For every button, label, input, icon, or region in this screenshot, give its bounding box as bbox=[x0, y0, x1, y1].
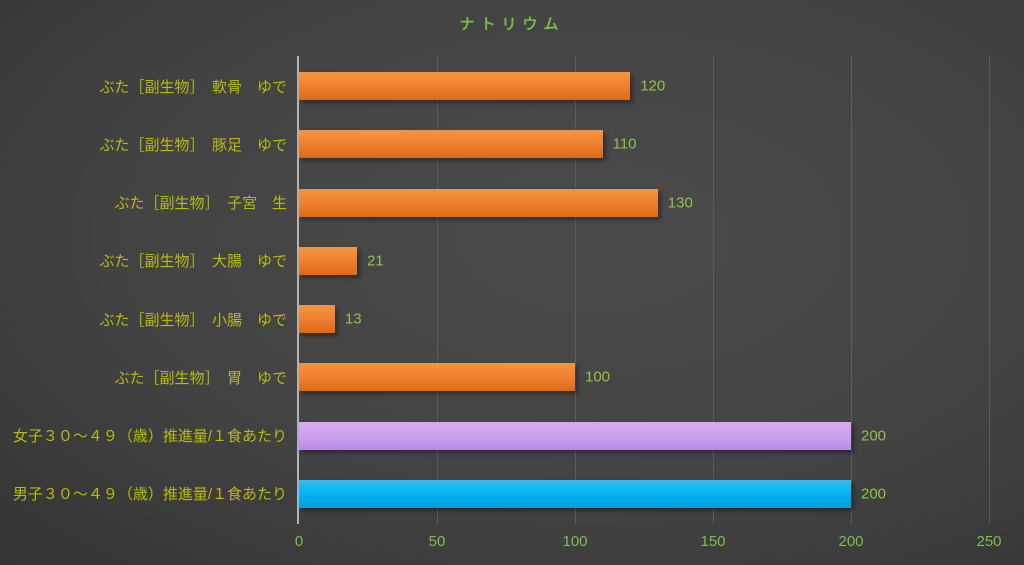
category-label: ぶた［副生物］ 子宮 生 bbox=[114, 195, 287, 213]
category-label: 男子３０～４９（歳）推進量/１食あたり bbox=[12, 486, 287, 504]
category-label: ぶた［副生物］ 大腸 ゆで bbox=[99, 253, 287, 271]
bar-track: 200 bbox=[299, 465, 989, 523]
value-label: 120 bbox=[640, 77, 666, 95]
chart-title: ナトリウム bbox=[459, 16, 565, 33]
gridline bbox=[851, 56, 852, 524]
value-label: 130 bbox=[667, 194, 693, 212]
bar bbox=[299, 188, 658, 217]
bar-track: 21 bbox=[299, 232, 989, 290]
y-axis-line bbox=[297, 56, 299, 524]
bar-row: ぶた［副生物］ 大腸 ゆで 21 bbox=[0, 232, 1024, 290]
category-label: 女子３０～４９（歳）推進量/１食あたり bbox=[12, 428, 287, 446]
plot-area bbox=[299, 56, 990, 524]
bar-row: ぶた［副生物］ 豚足 ゆで 110 bbox=[0, 115, 1024, 173]
x-axis-tick-label: 250 bbox=[976, 533, 1002, 550]
x-axis-tick-label: 0 bbox=[294, 533, 304, 550]
value-label: 13 bbox=[344, 310, 362, 328]
category-label: ぶた［副生物］ 豚足 ゆで bbox=[99, 136, 287, 154]
bar-rows: ぶた［副生物］ 軟骨 ゆで 120 ぶた［副生物］ 豚足 ゆで 110 ぶた［副生物］ … bbox=[0, 57, 1024, 523]
bar-row: 女子３０～４９（歳）推進量/１食あたり 200 bbox=[0, 407, 1024, 465]
value-label: 200 bbox=[861, 485, 887, 503]
bar-row: ぶた［副生物］ 小腸 ゆで 13 bbox=[0, 290, 1024, 348]
x-axis-tick-label: 200 bbox=[838, 533, 864, 550]
bar bbox=[299, 363, 575, 392]
value-label: 100 bbox=[585, 368, 611, 386]
value-label: 200 bbox=[861, 427, 887, 445]
gridline bbox=[713, 56, 714, 524]
gridline bbox=[437, 56, 438, 524]
x-axis-tick-label: 100 bbox=[562, 533, 588, 550]
bar-track: 130 bbox=[299, 174, 989, 232]
x-axis-tick-label: 50 bbox=[428, 533, 446, 550]
x-axis: 0 50 100 150 200 250 bbox=[295, 533, 1002, 555]
bar-track: 110 bbox=[299, 115, 989, 173]
bar-row: 男子３０～４９（歳）推進量/１食あたり 200 bbox=[0, 465, 1024, 523]
bar bbox=[299, 421, 851, 450]
bar bbox=[299, 479, 851, 508]
bar bbox=[299, 246, 357, 275]
category-label: ぶた［副生物］ 小腸 ゆで bbox=[99, 311, 287, 329]
bar bbox=[299, 305, 335, 334]
bar-row: ぶた［副生物］ 軟骨 ゆで 120 bbox=[0, 57, 1024, 115]
bar bbox=[299, 72, 631, 101]
bar-track: 120 bbox=[299, 57, 989, 115]
category-label: ぶた［副生物］ 胃 ゆで bbox=[114, 369, 287, 387]
bar-row: ぶた［副生物］ 胃 ゆで 100 bbox=[0, 348, 1024, 406]
bar-track: 13 bbox=[299, 290, 989, 348]
x-axis-tick-label: 150 bbox=[700, 533, 726, 550]
gridline bbox=[575, 56, 576, 524]
value-label: 110 bbox=[612, 135, 637, 153]
bar-row: ぶた［副生物］ 子宮 生 130 bbox=[0, 174, 1024, 232]
bar bbox=[299, 130, 603, 159]
category-label: ぶた［副生物］ 軟骨 ゆで bbox=[99, 78, 287, 96]
gridline bbox=[989, 56, 990, 524]
value-label: 21 bbox=[366, 252, 384, 270]
bar-track: 100 bbox=[299, 348, 989, 406]
bar-track: 200 bbox=[299, 407, 989, 465]
